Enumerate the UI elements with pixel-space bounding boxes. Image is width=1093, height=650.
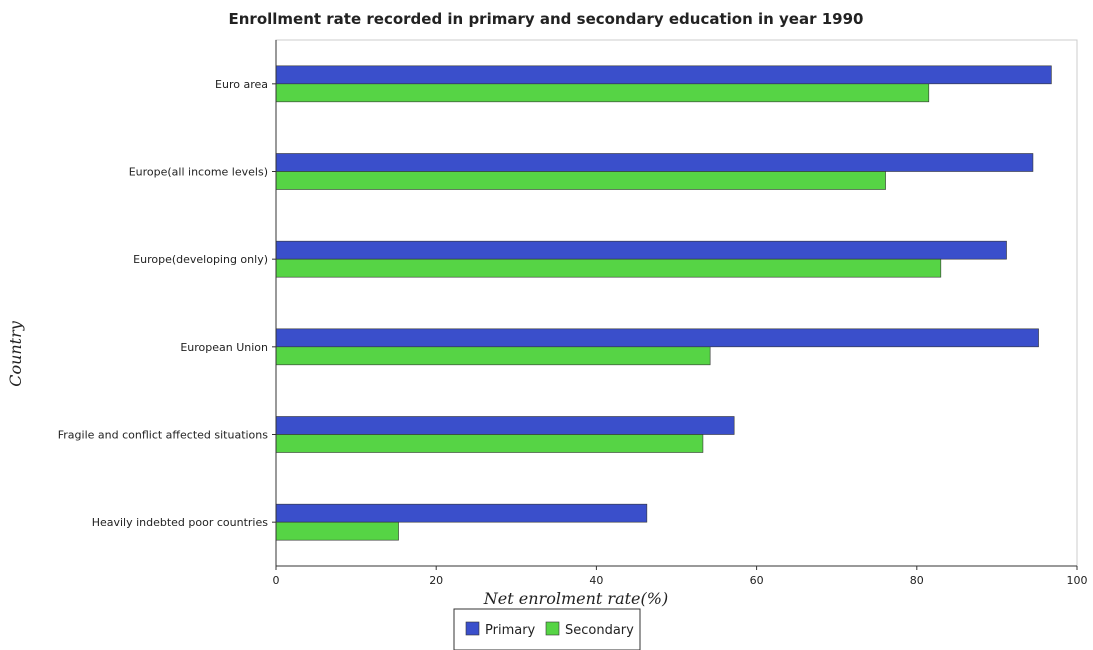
bar-primary-5 xyxy=(275,503,648,523)
bar-primary-3 xyxy=(275,328,1039,348)
x-tick-label-3: 60 xyxy=(750,574,764,587)
legend: Primary Secondary xyxy=(453,608,641,650)
bar-primary-2 xyxy=(275,240,1007,260)
bar-secondary-4 xyxy=(275,434,704,453)
x-tick-label-0: 0 xyxy=(273,574,280,587)
y-tick-label-2: Europe(developing only) xyxy=(133,253,268,266)
y-tick-label-4: Fragile and conflict affected situations xyxy=(58,429,269,442)
legend-swatch-secondary xyxy=(545,621,560,636)
x-tick-labels: 0 20 40 60 80 100 xyxy=(273,566,1088,587)
x-tick-label-1: 20 xyxy=(429,574,443,587)
y-tick-label-3: European Union xyxy=(180,341,268,354)
legend-label-secondary: Secondary xyxy=(565,623,634,638)
legend-swatch-primary xyxy=(465,621,480,636)
y-tick-labels: Euro area Europe(all income levels) Europe… xyxy=(58,78,276,529)
chart-title: Enrollment rate recorded in primary and … xyxy=(229,10,864,28)
plot-frame xyxy=(275,39,1078,567)
x-tick-label-4: 80 xyxy=(910,574,924,587)
y-tick-label-1: Europe(all income levels) xyxy=(129,166,268,179)
bar-secondary-3 xyxy=(275,346,711,366)
bar-secondary-1 xyxy=(275,171,886,190)
bar-primary-4 xyxy=(275,416,735,435)
bar-secondary-0 xyxy=(275,83,930,103)
legend-label-primary: Primary xyxy=(485,623,536,638)
bar-secondary-5 xyxy=(275,521,399,541)
y-axis-title: Country xyxy=(6,320,25,387)
x-axis-title: Net enrolment rate(%) xyxy=(483,589,668,608)
y-tick-label-0: Euro area xyxy=(215,78,268,91)
bar-primary-1 xyxy=(275,153,1034,172)
plot-area xyxy=(275,39,1078,567)
y-tick-label-5: Heavily indebted poor countries xyxy=(92,516,269,529)
x-tick-label-5: 100 xyxy=(1067,574,1088,587)
x-tick-label-2: 40 xyxy=(589,574,603,587)
bar-primary-0 xyxy=(275,65,1052,85)
bar-secondary-2 xyxy=(275,258,942,278)
